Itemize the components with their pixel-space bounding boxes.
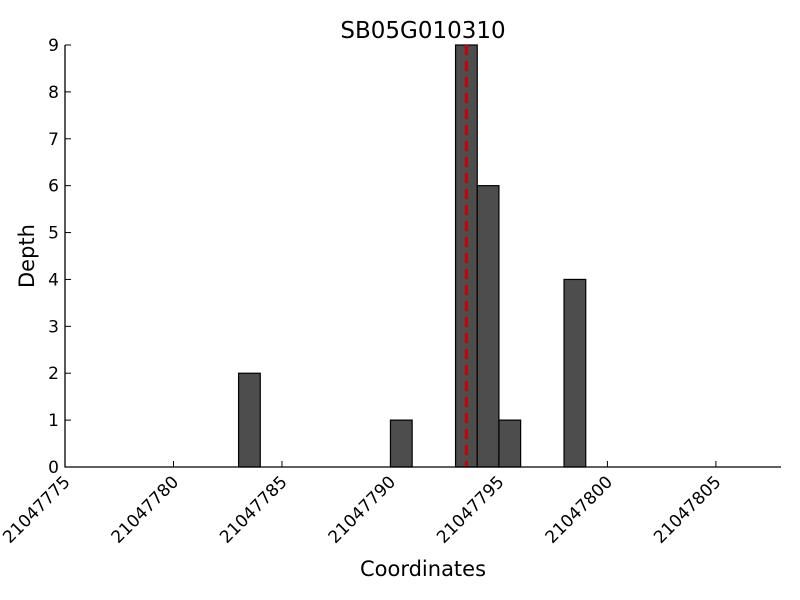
bar-21047783 <box>237 372 261 468</box>
x-tick-label: 21047805 <box>650 472 725 547</box>
y-tick-label: 0 <box>48 458 59 478</box>
bar-21047795 <box>498 419 522 468</box>
y-tick-label: 3 <box>48 317 59 337</box>
bar-21047798 <box>563 278 587 468</box>
x-axis-ticks: 21047775 21047780 21047785 21047790 21047795… <box>0 461 725 548</box>
x-tick-label: 21047780 <box>108 472 183 547</box>
x-tick-label: 21047795 <box>433 472 508 547</box>
y-tick-label: 8 <box>48 83 59 103</box>
y-tick-label: 2 <box>48 364 59 384</box>
y-tick-label: 5 <box>48 224 59 244</box>
x-axis-title: Coordinates <box>360 557 486 581</box>
x-tick-label: 21047785 <box>216 472 291 547</box>
y-tick-label: 1 <box>48 411 59 431</box>
chart-title: SB05G010310 <box>340 18 505 44</box>
bar-21047794 <box>476 185 500 468</box>
y-tick-label: 9 <box>48 36 59 56</box>
y-tick-label: 7 <box>48 130 59 150</box>
x-tick-label: 21047790 <box>325 472 400 547</box>
y-tick-label: 6 <box>48 177 59 197</box>
axes-frame <box>64 45 781 468</box>
bar-21047790 <box>389 419 413 468</box>
y-axis-title: Depth <box>15 224 39 288</box>
x-tick-label: 21047800 <box>542 472 617 547</box>
bars-group <box>237 44 587 468</box>
y-tick-label: 4 <box>48 270 59 290</box>
y-axis-ticks: 0 1 2 3 4 5 6 7 8 9 <box>48 36 71 478</box>
x-tick-label: 21047775 <box>0 472 75 547</box>
